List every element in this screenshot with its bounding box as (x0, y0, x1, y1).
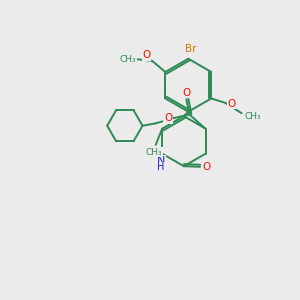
Text: O: O (143, 50, 151, 61)
Text: H: H (157, 162, 165, 172)
Text: O: O (182, 88, 190, 98)
Text: O: O (227, 99, 236, 109)
Text: O: O (202, 162, 211, 172)
Text: CH₃: CH₃ (244, 112, 261, 121)
Text: O: O (164, 113, 172, 123)
Text: Br: Br (185, 44, 197, 54)
Text: CH₃: CH₃ (120, 55, 136, 64)
Text: CH₃: CH₃ (146, 148, 163, 157)
Text: N: N (157, 156, 165, 166)
Text: methoxy: methoxy (123, 58, 129, 59)
